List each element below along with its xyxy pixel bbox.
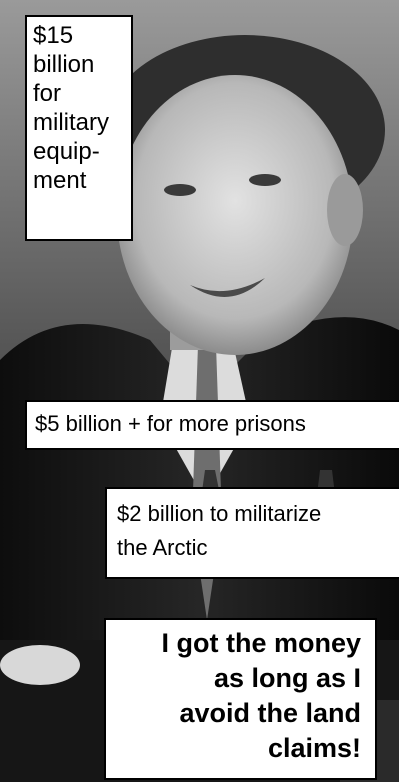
military-equipment-caption: $15 billion for military equip- ment: [25, 15, 133, 241]
arctic-caption: $2 billion to militarize the Arctic: [105, 487, 399, 579]
land-claims-caption: I got the money as long as I avoid the l…: [104, 618, 377, 780]
prisons-caption: $5 billion + for more prisons: [25, 400, 399, 450]
